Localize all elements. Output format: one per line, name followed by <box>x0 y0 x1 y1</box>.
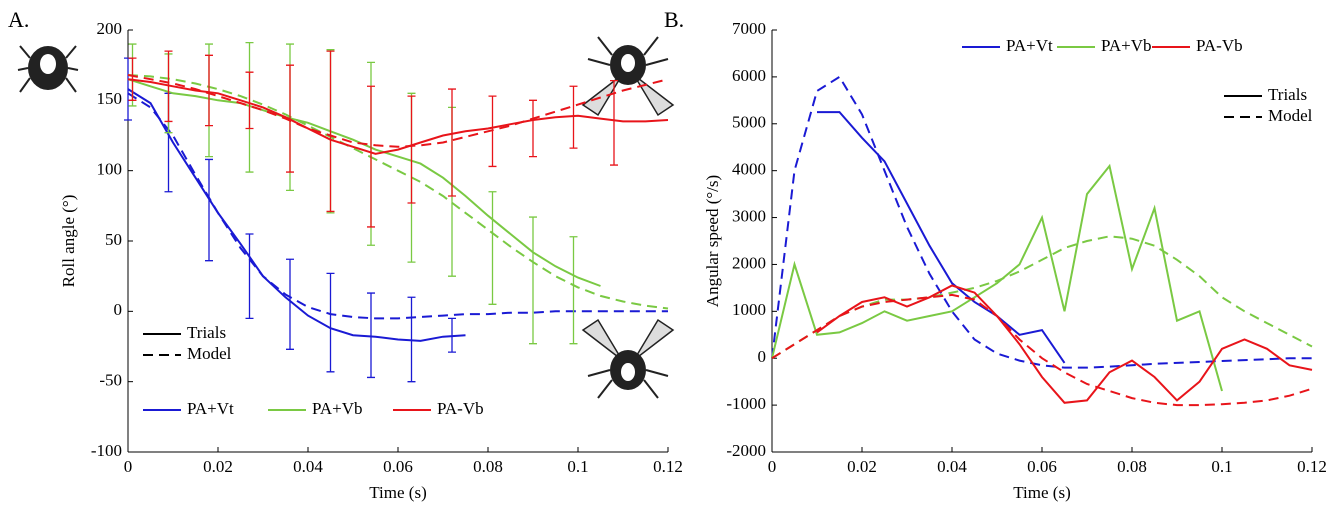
trial-line <box>771 163 1223 392</box>
style-legend-label: Trials <box>187 323 226 342</box>
error-bar <box>488 95 497 168</box>
error-bar <box>529 99 537 158</box>
y-tick-label: 1000 <box>732 300 766 319</box>
model-line <box>127 74 669 310</box>
model-line <box>771 293 1313 407</box>
x-tick-label: 0.02 <box>847 457 877 476</box>
beetle-icon <box>17 45 79 93</box>
y-axis-label: Angular speed (°/s) <box>703 175 722 307</box>
x-tick-label: 0.06 <box>1027 457 1057 476</box>
model-line <box>771 75 1312 369</box>
trial-line <box>127 78 669 155</box>
y-tick-label: -1000 <box>726 394 766 413</box>
x-tick-label: 0.1 <box>567 457 588 476</box>
x-axis-label: Time (s) <box>1013 483 1070 502</box>
y-tick-label: 50 <box>105 230 122 249</box>
y-tick-label: 200 <box>97 19 123 38</box>
y-tick-label: 7000 <box>732 19 766 38</box>
error-bar <box>245 71 254 130</box>
y-tick-label: 4000 <box>732 160 766 179</box>
x-tick-label: 0.08 <box>1117 457 1147 476</box>
trial-line <box>816 284 1313 404</box>
x-tick-label: 0.02 <box>203 457 233 476</box>
trial-line <box>127 88 466 342</box>
x-tick-label: 0.12 <box>1297 457 1327 476</box>
error-bar <box>448 88 456 197</box>
style-legend-label: Trials <box>1268 85 1307 104</box>
error-bar <box>326 272 335 373</box>
legend-label: PA+Vt <box>187 399 234 418</box>
legend-label: PA+Vb <box>1101 36 1152 55</box>
y-tick-label: 5000 <box>732 113 766 132</box>
legend-label: PA+Vt <box>1006 36 1053 55</box>
error-bar <box>529 216 537 345</box>
y-tick-label: -50 <box>99 371 122 390</box>
y-tick-label: 6000 <box>732 66 766 85</box>
style-legend-label: Model <box>187 344 232 363</box>
error-bar <box>367 292 375 379</box>
y-tick-label: -2000 <box>726 441 766 460</box>
error-bar <box>205 54 213 127</box>
legend-label: PA-Vb <box>437 399 484 418</box>
error-bar <box>286 258 294 350</box>
error-bar <box>245 233 254 320</box>
x-tick-label: 0.1 <box>1211 457 1232 476</box>
x-tick-label: 0 <box>124 457 133 476</box>
y-tick-label: 2000 <box>732 253 766 272</box>
y-axis-label: Roll angle (°) <box>59 195 78 288</box>
panel-label: B. <box>664 7 684 32</box>
trial-line <box>817 111 1066 364</box>
x-tick-label: 0 <box>768 457 777 476</box>
x-tick-label: 0.04 <box>293 457 323 476</box>
error-bar <box>124 57 132 121</box>
error-bar <box>205 158 213 262</box>
error-bar <box>488 191 497 305</box>
x-axis-label: Time (s) <box>369 483 426 502</box>
beetle-icon <box>581 36 675 117</box>
error-bar <box>610 79 618 166</box>
model-line <box>127 74 669 148</box>
error-bar <box>569 85 578 149</box>
error-bar <box>367 85 375 228</box>
x-tick-label: 0.08 <box>473 457 503 476</box>
y-tick-label: 150 <box>97 89 123 108</box>
y-tick-label: -100 <box>91 441 122 460</box>
y-tick-label: 100 <box>97 160 123 179</box>
style-legend-label: Model <box>1268 106 1313 125</box>
x-tick-label: 0.12 <box>653 457 683 476</box>
model-line <box>771 235 1313 360</box>
error-bar <box>326 50 335 213</box>
y-tick-label: 0 <box>114 300 123 319</box>
x-tick-label: 0.04 <box>937 457 967 476</box>
error-bar <box>569 236 578 345</box>
error-bar <box>407 95 416 204</box>
legend-label: PA+Vb <box>312 399 363 418</box>
y-tick-label: 0 <box>758 347 767 366</box>
panel-label: A. <box>8 7 29 32</box>
x-tick-label: 0.06 <box>383 457 413 476</box>
y-tick-label: 3000 <box>732 206 766 225</box>
beetle-icon <box>581 318 675 399</box>
legend-label: PA-Vb <box>1196 36 1243 55</box>
